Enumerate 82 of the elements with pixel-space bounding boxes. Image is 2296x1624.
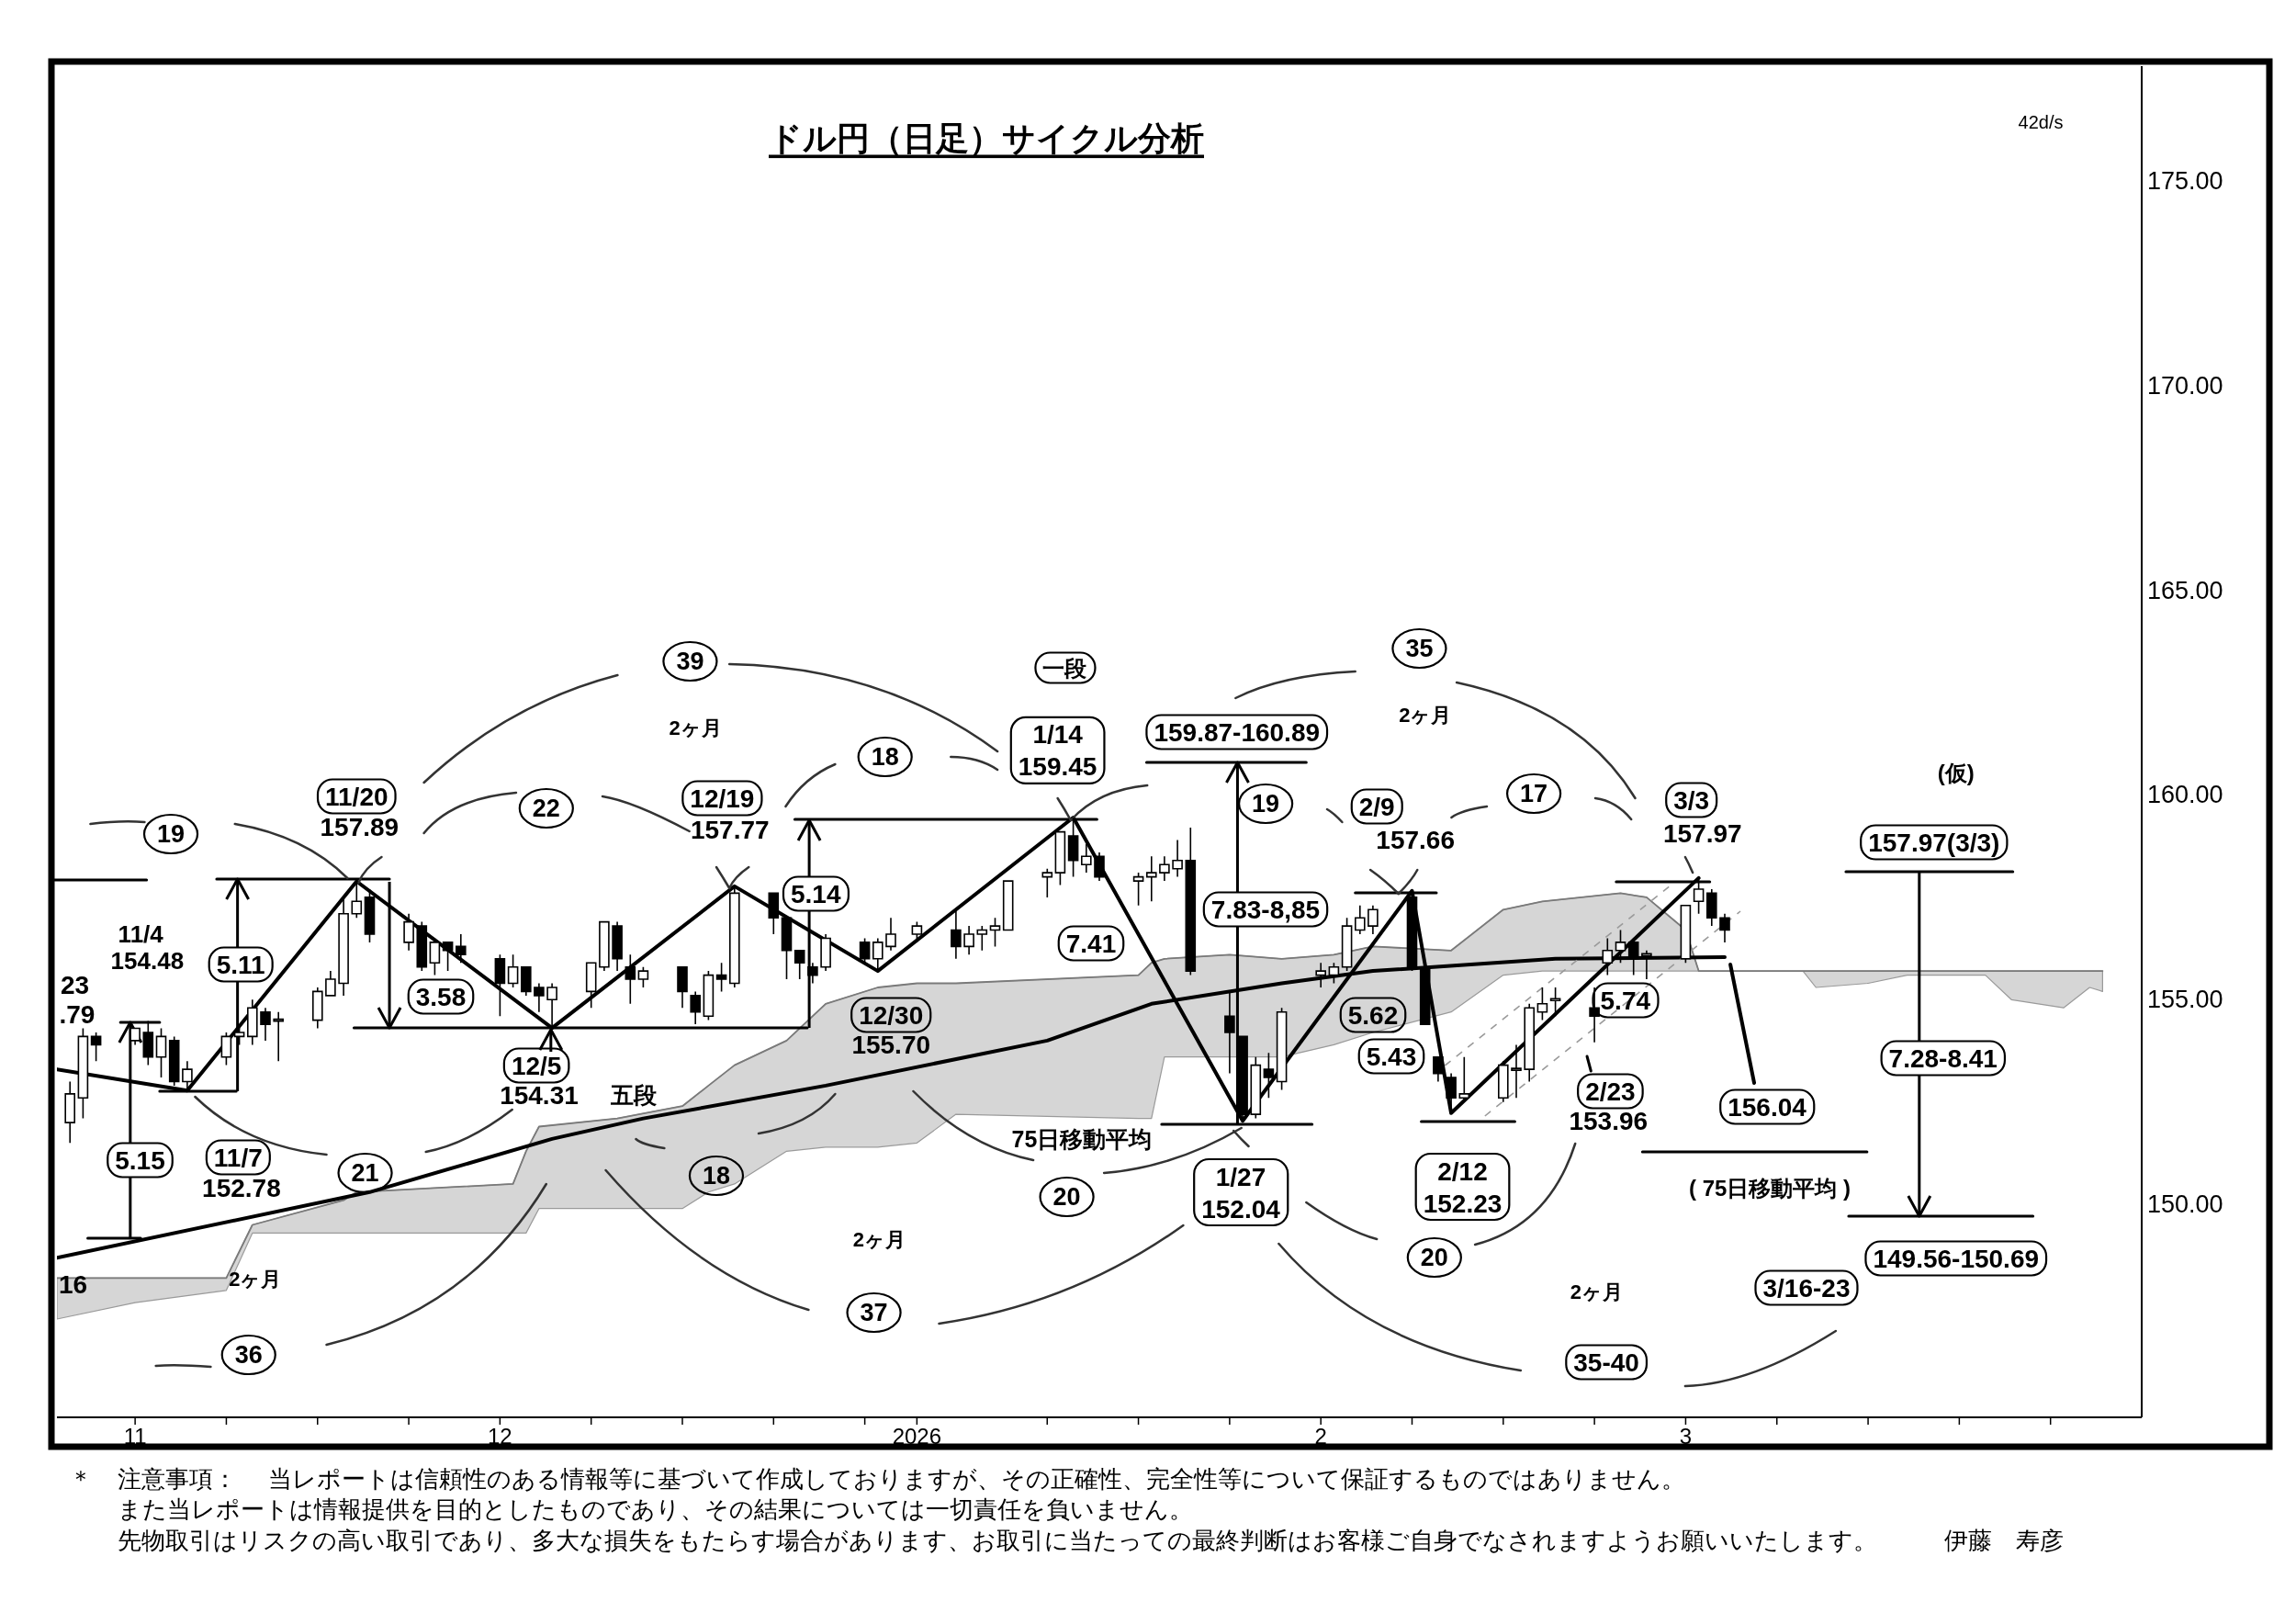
x-tick-label: 2026 (892, 1423, 942, 1449)
annotation: 5.43 (1366, 1042, 1417, 1071)
annotation: ( 75日移動平均 ) (1689, 1175, 1851, 1201)
annotation: 155.70 (851, 1030, 931, 1059)
annotation: 当レポートは信頼性のある情報等に基づいて作成しておりますが、その正確性、完全性等について保証するものではありません。 (268, 1465, 1685, 1493)
annotation: 21 (351, 1159, 379, 1187)
x-tick-label: 12 (488, 1423, 512, 1449)
y-tick-label: 165.00 (2147, 576, 2223, 604)
annotation: 5.11 (216, 950, 265, 979)
annotation: 157.97(3/3) (1868, 828, 2000, 857)
x-tick-label: 2 (1314, 1423, 1327, 1449)
annotation: 3/16-23 (1762, 1273, 1851, 1303)
annotation: 156.04 (1728, 1092, 1806, 1122)
annotation: 157.77 (690, 816, 770, 845)
annotation: 2/9 (1358, 792, 1395, 821)
annotation: 153.96 (1569, 1106, 1649, 1135)
annotation: 2ヶ月 (1399, 703, 1452, 727)
x-tick-label: 3 (1679, 1423, 1693, 1449)
annotation: ＊ (69, 1465, 93, 1493)
annotation: 36 (234, 1341, 263, 1369)
annotation: 2/23 (1585, 1077, 1636, 1106)
annotation: 11/7 (213, 1143, 263, 1172)
annotation: 17 (1520, 780, 1548, 807)
annotation: 19 (1252, 790, 1280, 818)
title: ドル円（日足）サイクル分析 (769, 118, 1204, 157)
annotation: 152.78 (202, 1173, 281, 1202)
annotation: 注意事項： (118, 1465, 237, 1493)
annotation: 伊藤 寿彦 (1944, 1527, 2064, 1554)
annotation: 35 (1405, 635, 1434, 662)
annotation: 2ヶ月 (669, 716, 722, 739)
annotation: 2/12 152.23 (1423, 1156, 1503, 1217)
y-tick-label: 160.00 (2147, 781, 2223, 809)
annotation: 7.41 (1065, 929, 1117, 958)
annotation: 12/19 (690, 784, 755, 813)
y-tick-label: 175.00 (2147, 166, 2223, 195)
annotation: 5.74 (1600, 986, 1651, 1015)
annotation: 2ヶ月 (229, 1267, 282, 1291)
annotation: 5.14 (791, 879, 841, 908)
annotation: 一段 (1042, 655, 1087, 681)
y-tick-label: 170.00 (2147, 371, 2223, 400)
annotation: 75日移動平均 (1011, 1126, 1153, 1152)
annotation: 11/20 (325, 782, 388, 811)
annotation: 19 (157, 820, 186, 848)
annotation: 20 (1420, 1244, 1448, 1271)
annotation: 2ヶ月 (1570, 1280, 1624, 1303)
annotation: 154.31 (500, 1080, 579, 1110)
annotation: 23 (61, 970, 90, 999)
annotation: 5.62 (1347, 1000, 1399, 1030)
x-tick-label: 11 (123, 1423, 147, 1449)
annotation: また当レポートは情報提供を目的としたものであり、その結果については一切責任を負いません。 (118, 1495, 1193, 1523)
annotation: 157.89 (320, 813, 400, 841)
annotation: 20 (1052, 1183, 1081, 1211)
annotation: 159.87-160.89 (1154, 717, 1321, 747)
annotation: 37 (860, 1299, 888, 1326)
annotation: 35-40 (1573, 1348, 1639, 1377)
annotation: 42d/s (2018, 112, 2064, 132)
y-tick-label: 150.00 (2147, 1190, 2223, 1219)
annotation: 12/30 (859, 1000, 924, 1030)
annotation: 18 (702, 1162, 730, 1190)
annotation: 5.15 (115, 1145, 165, 1175)
annotation: 1/27 152.04 (1201, 1162, 1280, 1223)
annotation: 154.48 (110, 947, 185, 975)
annotation: .79 (59, 1000, 96, 1030)
annotation: 先物取引はリスクの高い取引であり、多大な損失をもたらす場合があります、お取引に当たっての最終判断はお客様ご自身でなされますようお願いいたします。 (118, 1527, 1877, 1554)
annotation: 39 (676, 648, 704, 675)
annotation: (仮) (1937, 760, 1975, 785)
annotation: 五段 (611, 1082, 657, 1108)
annotation: 22 (532, 795, 560, 822)
annotation: 12/5 (511, 1051, 562, 1080)
annotation: 149.56-150.69 (1873, 1244, 2040, 1273)
annotation: 157.97 (1663, 818, 1742, 848)
annotation: 7.28-8.41 (1888, 1043, 1998, 1073)
y-tick-label: 155.00 (2147, 986, 2223, 1014)
annotation: 2ヶ月 (852, 1227, 906, 1251)
annotation: 18 (871, 743, 899, 771)
annotation: 7.83-8,85 (1210, 895, 1321, 924)
annotation: 16 (59, 1269, 88, 1299)
annotation: 3.58 (415, 982, 467, 1011)
annotation: 157.66 (1376, 825, 1455, 854)
annotation: 11/4 (118, 920, 163, 948)
annotation: 1/14 159.45 (1018, 719, 1097, 781)
annotation: 3/3 (1673, 785, 1710, 815)
